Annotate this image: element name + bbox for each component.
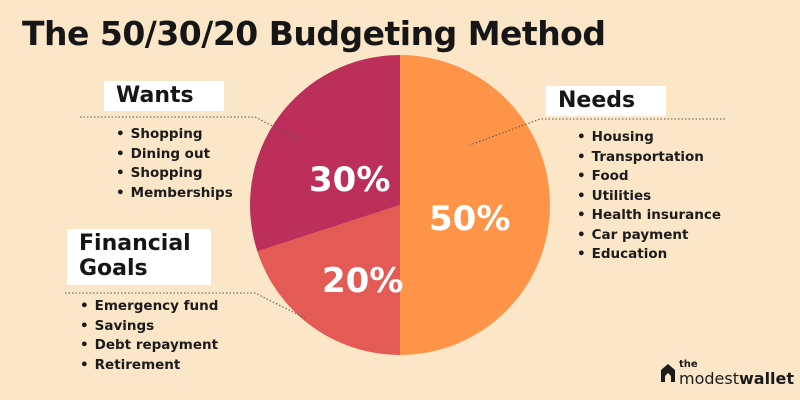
logo-name-bold: wallet — [738, 369, 795, 388]
pie-slice-needs — [400, 55, 550, 355]
financial-goals-percent-label: 20% — [322, 261, 404, 301]
page-title: The 50/30/20 Budgeting Method — [22, 14, 606, 53]
needs-list-item: Food — [577, 167, 721, 187]
needs-list-item: Education — [577, 245, 721, 265]
needs-list: HousingTransportationFoodUtilitiesHealth… — [577, 128, 721, 265]
logo-mark-icon — [661, 364, 675, 382]
needs-list-item: Car payment — [577, 226, 721, 246]
financial-goals-list-item: Retirement — [80, 356, 218, 376]
wants-list-item: Memberships — [116, 184, 233, 204]
financial-goals-list: Emergency fundSavingsDebt repaymentRetir… — [80, 297, 219, 376]
needs-list-item: Transportation — [577, 148, 721, 168]
financial-goals-heading-line1: Financial — [79, 231, 191, 256]
needs-list-item: Housing — [577, 128, 721, 148]
needs-list-item: Health insurance — [577, 206, 721, 226]
logo-name-regular: modest — [679, 369, 739, 388]
wants-heading: Wants — [104, 81, 224, 112]
financial-goals-heading: Financial Goals — [67, 229, 211, 285]
financial-goals-list-item: Debt repayment — [80, 336, 218, 356]
wants-leader-line — [80, 116, 301, 141]
pie-slice-wants — [249, 54, 401, 252]
financial-goals-list-item: Savings — [80, 317, 218, 337]
logo-prefix: the — [679, 359, 698, 370]
modest-wallet-logo: the modestwallet — [661, 359, 794, 391]
needs-heading: Needs — [546, 86, 666, 117]
wants-list-item: Shopping — [116, 164, 233, 184]
needs-list-item: Utilities — [577, 187, 721, 207]
wants-list: ShoppingDining outShoppingMemberships — [116, 125, 233, 203]
logo-name: modestwallet — [679, 369, 794, 388]
pie-slice-financial-goals — [257, 205, 400, 355]
needs-percent-label: 50% — [429, 199, 511, 239]
wants-list-item: Dining out — [116, 145, 233, 165]
wants-list-item: Shopping — [116, 125, 233, 145]
financial-goals-heading-line2: Goals — [79, 256, 148, 282]
financial-goals-list-item: Emergency fund — [80, 297, 219, 317]
needs-leader-line — [469, 118, 725, 146]
financial-goals-leader-line — [65, 292, 306, 319]
wants-percent-label: 30% — [309, 160, 391, 200]
